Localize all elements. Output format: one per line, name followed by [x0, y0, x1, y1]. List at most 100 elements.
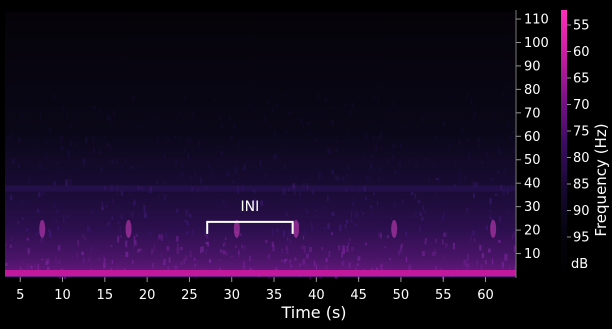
- noise-speck: [101, 204, 104, 211]
- noise-speck: [513, 245, 516, 252]
- noise-speck: [353, 224, 356, 227]
- noise-speck: [90, 228, 92, 235]
- noise-speck: [254, 197, 256, 203]
- noise-speck: [167, 136, 169, 142]
- x-tick-label: 15: [97, 288, 114, 303]
- colorbar: [561, 10, 567, 278]
- noise-speck: [65, 179, 68, 187]
- noise-speck: [473, 105, 476, 108]
- noise-speck: [444, 246, 448, 249]
- noise-speck: [285, 245, 288, 250]
- colorbar-ticks: 55 60 65 70 75 80 85 90 95: [567, 19, 590, 246]
- noise-speck: [91, 105, 94, 108]
- noise-speck: [284, 229, 286, 235]
- noise-speck: [224, 236, 227, 241]
- noise-speck: [260, 200, 264, 206]
- noise-speck: [330, 232, 333, 235]
- noise-speck: [241, 244, 243, 249]
- noise-speck: [183, 149, 186, 153]
- noise-speck: [180, 171, 184, 178]
- noise-speck: [398, 250, 400, 256]
- noise-speck: [163, 153, 166, 159]
- noise-speck: [46, 258, 50, 264]
- noise-speck: [84, 237, 86, 240]
- noise-speck: [373, 170, 375, 172]
- noise-speck: [365, 175, 369, 182]
- noise-speck: [69, 178, 72, 186]
- noise-speck: [344, 103, 347, 107]
- noise-speck: [364, 196, 367, 200]
- noise-speck: [459, 177, 462, 183]
- noise-speck: [201, 246, 204, 253]
- colorbar-tick-label: 95: [573, 231, 590, 246]
- noise-speck: [415, 212, 417, 219]
- noise-speck: [209, 259, 212, 263]
- noise-speck: [181, 162, 184, 167]
- noise-speck: [91, 136, 95, 143]
- noise-speck: [466, 93, 469, 100]
- noise-speck: [391, 156, 395, 161]
- noise-speck: [156, 181, 158, 184]
- noise-speck: [103, 186, 106, 190]
- noise-speck: [63, 215, 65, 222]
- colorbar-tick-label: 85: [573, 178, 590, 193]
- noise-speck: [310, 221, 313, 227]
- x-tick-label: 20: [139, 288, 156, 303]
- noise-speck: [497, 147, 501, 155]
- x-tick-label: 45: [350, 288, 367, 303]
- noise-speck: [347, 241, 349, 247]
- noise-speck: [163, 180, 167, 184]
- noise-speck: [398, 166, 400, 174]
- noise-speck: [179, 111, 182, 115]
- noise-speck: [97, 109, 101, 112]
- noise-speck: [111, 260, 113, 264]
- noise-speck: [452, 242, 455, 250]
- noise-speck: [488, 210, 491, 213]
- noise-speck: [149, 188, 152, 194]
- noise-speck: [389, 258, 391, 261]
- noise-speck: [435, 190, 437, 196]
- noise-speck: [334, 174, 338, 180]
- noise-speck: [237, 186, 239, 189]
- noise-speck: [473, 238, 476, 243]
- noise-speck: [398, 161, 402, 168]
- noise-speck: [26, 237, 30, 241]
- noise-speck: [122, 162, 124, 169]
- noise-speck: [318, 172, 321, 179]
- noise-speck: [302, 259, 306, 265]
- noise-speck: [468, 154, 471, 160]
- noise-speck: [346, 245, 349, 252]
- noise-speck: [459, 174, 461, 180]
- noise-speck: [383, 246, 386, 249]
- noise-speck: [302, 235, 305, 240]
- noise-speck: [282, 230, 285, 237]
- noise-speck: [414, 193, 417, 200]
- noise-speck: [479, 244, 482, 251]
- noise-speck: [239, 233, 242, 237]
- noise-speck: [106, 143, 109, 147]
- noise-speck: [391, 101, 394, 106]
- noise-speck: [52, 94, 56, 99]
- noise-speck: [117, 190, 118, 195]
- noise-speck: [428, 176, 430, 182]
- noise-speck: [317, 94, 321, 99]
- noise-speck: [308, 246, 312, 253]
- noise-speck: [473, 111, 476, 119]
- noise-speck: [54, 257, 57, 263]
- noise-speck: [238, 252, 240, 257]
- noise-speck: [197, 188, 200, 193]
- noise-speck: [394, 203, 396, 207]
- noise-speck: [458, 138, 461, 145]
- noise-speck: [163, 258, 166, 265]
- y-axis-ticks: 10 20 30 40 50 60 70 80 90 100 110: [516, 13, 549, 262]
- y-tick-label: 40: [524, 177, 541, 192]
- noise-speck: [272, 245, 275, 252]
- noise-speck: [62, 105, 65, 111]
- noise-speck: [370, 205, 373, 209]
- noise-speck: [139, 248, 142, 252]
- noise-speck: [45, 140, 49, 143]
- noise-speck: [117, 207, 120, 210]
- y-tick-label: 60: [524, 130, 541, 145]
- noise-speck: [188, 230, 190, 235]
- noise-speck: [271, 241, 274, 247]
